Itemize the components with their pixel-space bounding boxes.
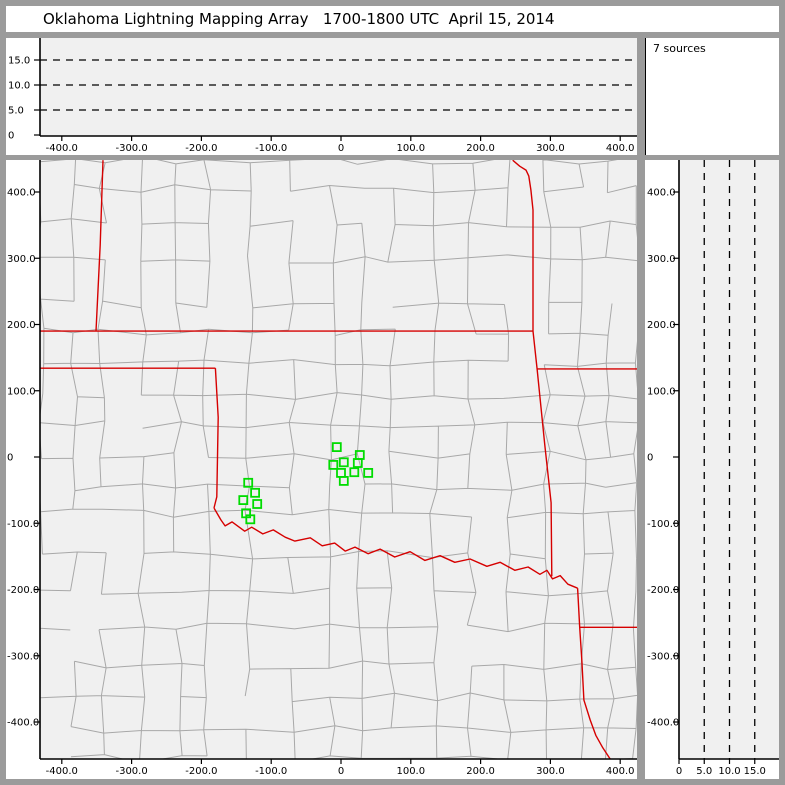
tick-label: 400.0 [647,188,676,199]
tick-label: 5.0 [696,766,712,777]
tick-label: -200.0 [7,585,39,596]
lightning-source-marker [338,457,349,468]
sources-count-box: 7 sources [645,38,779,155]
tick-label: 400.0 [606,766,635,777]
tick-label: 400.0 [7,188,36,199]
tick-label: 15.0 [744,766,766,777]
lightning-source-marker [349,467,360,478]
lightning-source-marker [331,442,342,453]
tick-label: 15.0 [8,56,30,67]
state-borders [40,160,637,759]
altitude-ew-plot: 0 5.0 10.0 15.0 -400.0 -300.0 -200.0 -100.0 0 100… [8,38,637,154]
tick-label: -100.0 [7,519,39,530]
tick-label: 0 [7,453,13,464]
altitude-ns-plot: 400.0 300.0 200.0 100.0 0 -100.0 -200.0 -300.0 -… [647,160,779,777]
tick-label: 300.0 [7,254,36,265]
tick-label: -300.0 [115,766,147,777]
tick-label: -400.0 [46,143,78,154]
lightning-source-marker [338,475,349,486]
tick-label: 200.0 [466,143,495,154]
lightning-source-marker [328,459,339,470]
tick-label: -200.0 [647,585,679,596]
lightning-source-marker [352,458,363,468]
tick-label: 100.0 [7,386,36,397]
tick-label: 300.0 [647,254,676,265]
tick-label: 100.0 [647,386,676,397]
tick-label: -400.0 [647,718,679,729]
lightning-source-marker [363,467,374,478]
tick-label: 0 [338,766,344,777]
tick-label: -200.0 [185,766,217,777]
lightning-source-marker [243,477,254,488]
tick-label: 5.0 [8,106,24,117]
tick-label: 200.0 [466,766,495,777]
tick-label: 300.0 [536,766,565,777]
tick-label: -300.0 [115,143,147,154]
tick-label: -200.0 [185,143,217,154]
lightning-source-markers [238,442,374,525]
tick-label: 100.0 [396,143,425,154]
tick-label: 10.0 [718,766,740,777]
tick-label: -300.0 [647,651,679,662]
tick-label: -400.0 [7,718,39,729]
tick-label: 0 [338,143,344,154]
plot-background [40,38,637,136]
lightning-source-marker [250,487,261,498]
tick-label: 200.0 [7,320,36,331]
tick-label: 0 [647,453,653,464]
plot-background [40,160,637,759]
tick-label: 400.0 [606,143,635,154]
tick-label: -100.0 [647,519,679,530]
tick-label: -400.0 [46,766,78,777]
sources-count-label: 7 sources [653,42,706,55]
title-bar: Oklahoma Lightning Mapping Array 1700-18… [6,6,779,32]
tick-label: 0 [8,131,14,142]
tick-label: 0 [676,766,682,777]
plan-view-plot: 400.0 300.0 200.0 100.0 0 -100.0 -200.0 -300.0 -… [7,160,637,777]
tick-label: 10.0 [8,81,30,92]
lightning-source-marker [252,499,263,509]
tick-label: -100.0 [255,143,287,154]
tick-label: 300.0 [536,143,565,154]
tick-label: -300.0 [7,651,39,662]
county-boundaries [40,160,637,759]
tick-label: 100.0 [396,766,425,777]
tick-label: -100.0 [255,766,287,777]
lightning-source-marker [238,495,249,506]
lightning-source-marker [245,514,256,525]
tick-label: 200.0 [647,320,676,331]
page-title: Oklahoma Lightning Mapping Array 1700-18… [43,10,555,28]
